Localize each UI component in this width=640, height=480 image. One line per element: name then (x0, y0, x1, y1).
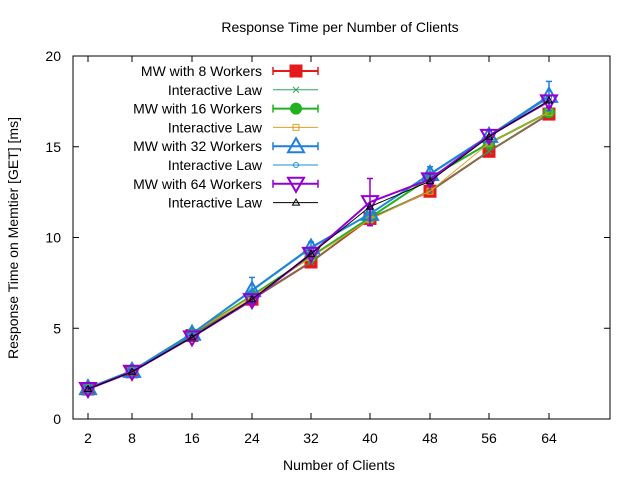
y-tick-label: 5 (53, 320, 61, 336)
y-axis-label: Response Time on Memtier [GET] [ms] (5, 117, 21, 359)
legend-label: Interactive Law (168, 195, 263, 211)
legend-label: MW with 8 Workers (141, 63, 262, 79)
data-point (242, 293, 262, 311)
legend-marker (289, 64, 303, 78)
y-tick-label: 15 (45, 139, 61, 155)
x-tick-label: 64 (541, 430, 557, 446)
x-tick-label: 16 (184, 430, 200, 446)
data-point (306, 249, 316, 257)
data-point (78, 382, 98, 400)
legend: MW with 8 Workers Interactive Law MW with … (133, 63, 319, 211)
chart-title: Response Time per Number of Clients (221, 19, 458, 35)
legend-marker (293, 162, 299, 168)
data-point (425, 176, 435, 185)
data-point (360, 195, 380, 213)
series-line (87, 100, 550, 390)
x-tick-label: 2 (84, 430, 92, 446)
legend-marker (292, 86, 300, 94)
series-layer (78, 80, 559, 400)
data-point (365, 202, 375, 210)
x-tick-label: 32 (303, 430, 319, 446)
series-7 (83, 95, 554, 393)
x-tick-label: 8 (128, 430, 136, 446)
data-point (83, 384, 93, 393)
legend-label: MW with 32 Workers (133, 138, 262, 154)
legend-label: MW with 64 Workers (133, 176, 262, 192)
legend-marker (291, 198, 301, 206)
legend-marker (290, 102, 302, 115)
legend-label: Interactive Law (168, 82, 263, 98)
data-point (247, 294, 257, 303)
data-point (182, 330, 202, 348)
legend-label: Interactive Law (168, 119, 263, 135)
data-point (127, 367, 137, 375)
x-tick-label: 56 (481, 430, 497, 446)
x-tick-label: 48 (422, 430, 438, 446)
legend-marker (286, 176, 306, 194)
data-point (420, 172, 440, 190)
data-point (301, 246, 321, 264)
legend-label: Interactive Law (168, 157, 263, 173)
data-point (544, 95, 554, 104)
series-4 (78, 80, 559, 396)
x-axis-label: Number of Clients (283, 457, 395, 473)
data-point (484, 132, 494, 140)
data-point (187, 332, 197, 341)
y-tick-label: 10 (45, 230, 61, 246)
y-tick-label: 0 (53, 411, 61, 427)
x-tick-label: 24 (244, 430, 260, 446)
data-point (122, 364, 142, 382)
legend-marker (292, 123, 300, 131)
axes-group: 2 8 16 24 32 40 48 56 64 0 5 10 15 20 (45, 48, 610, 446)
legend-marker (286, 136, 306, 154)
data-point (479, 128, 499, 146)
x-tick-label: 40 (362, 430, 378, 446)
legend-label: MW with 16 Workers (133, 101, 262, 117)
y-tick-label: 20 (45, 48, 61, 64)
